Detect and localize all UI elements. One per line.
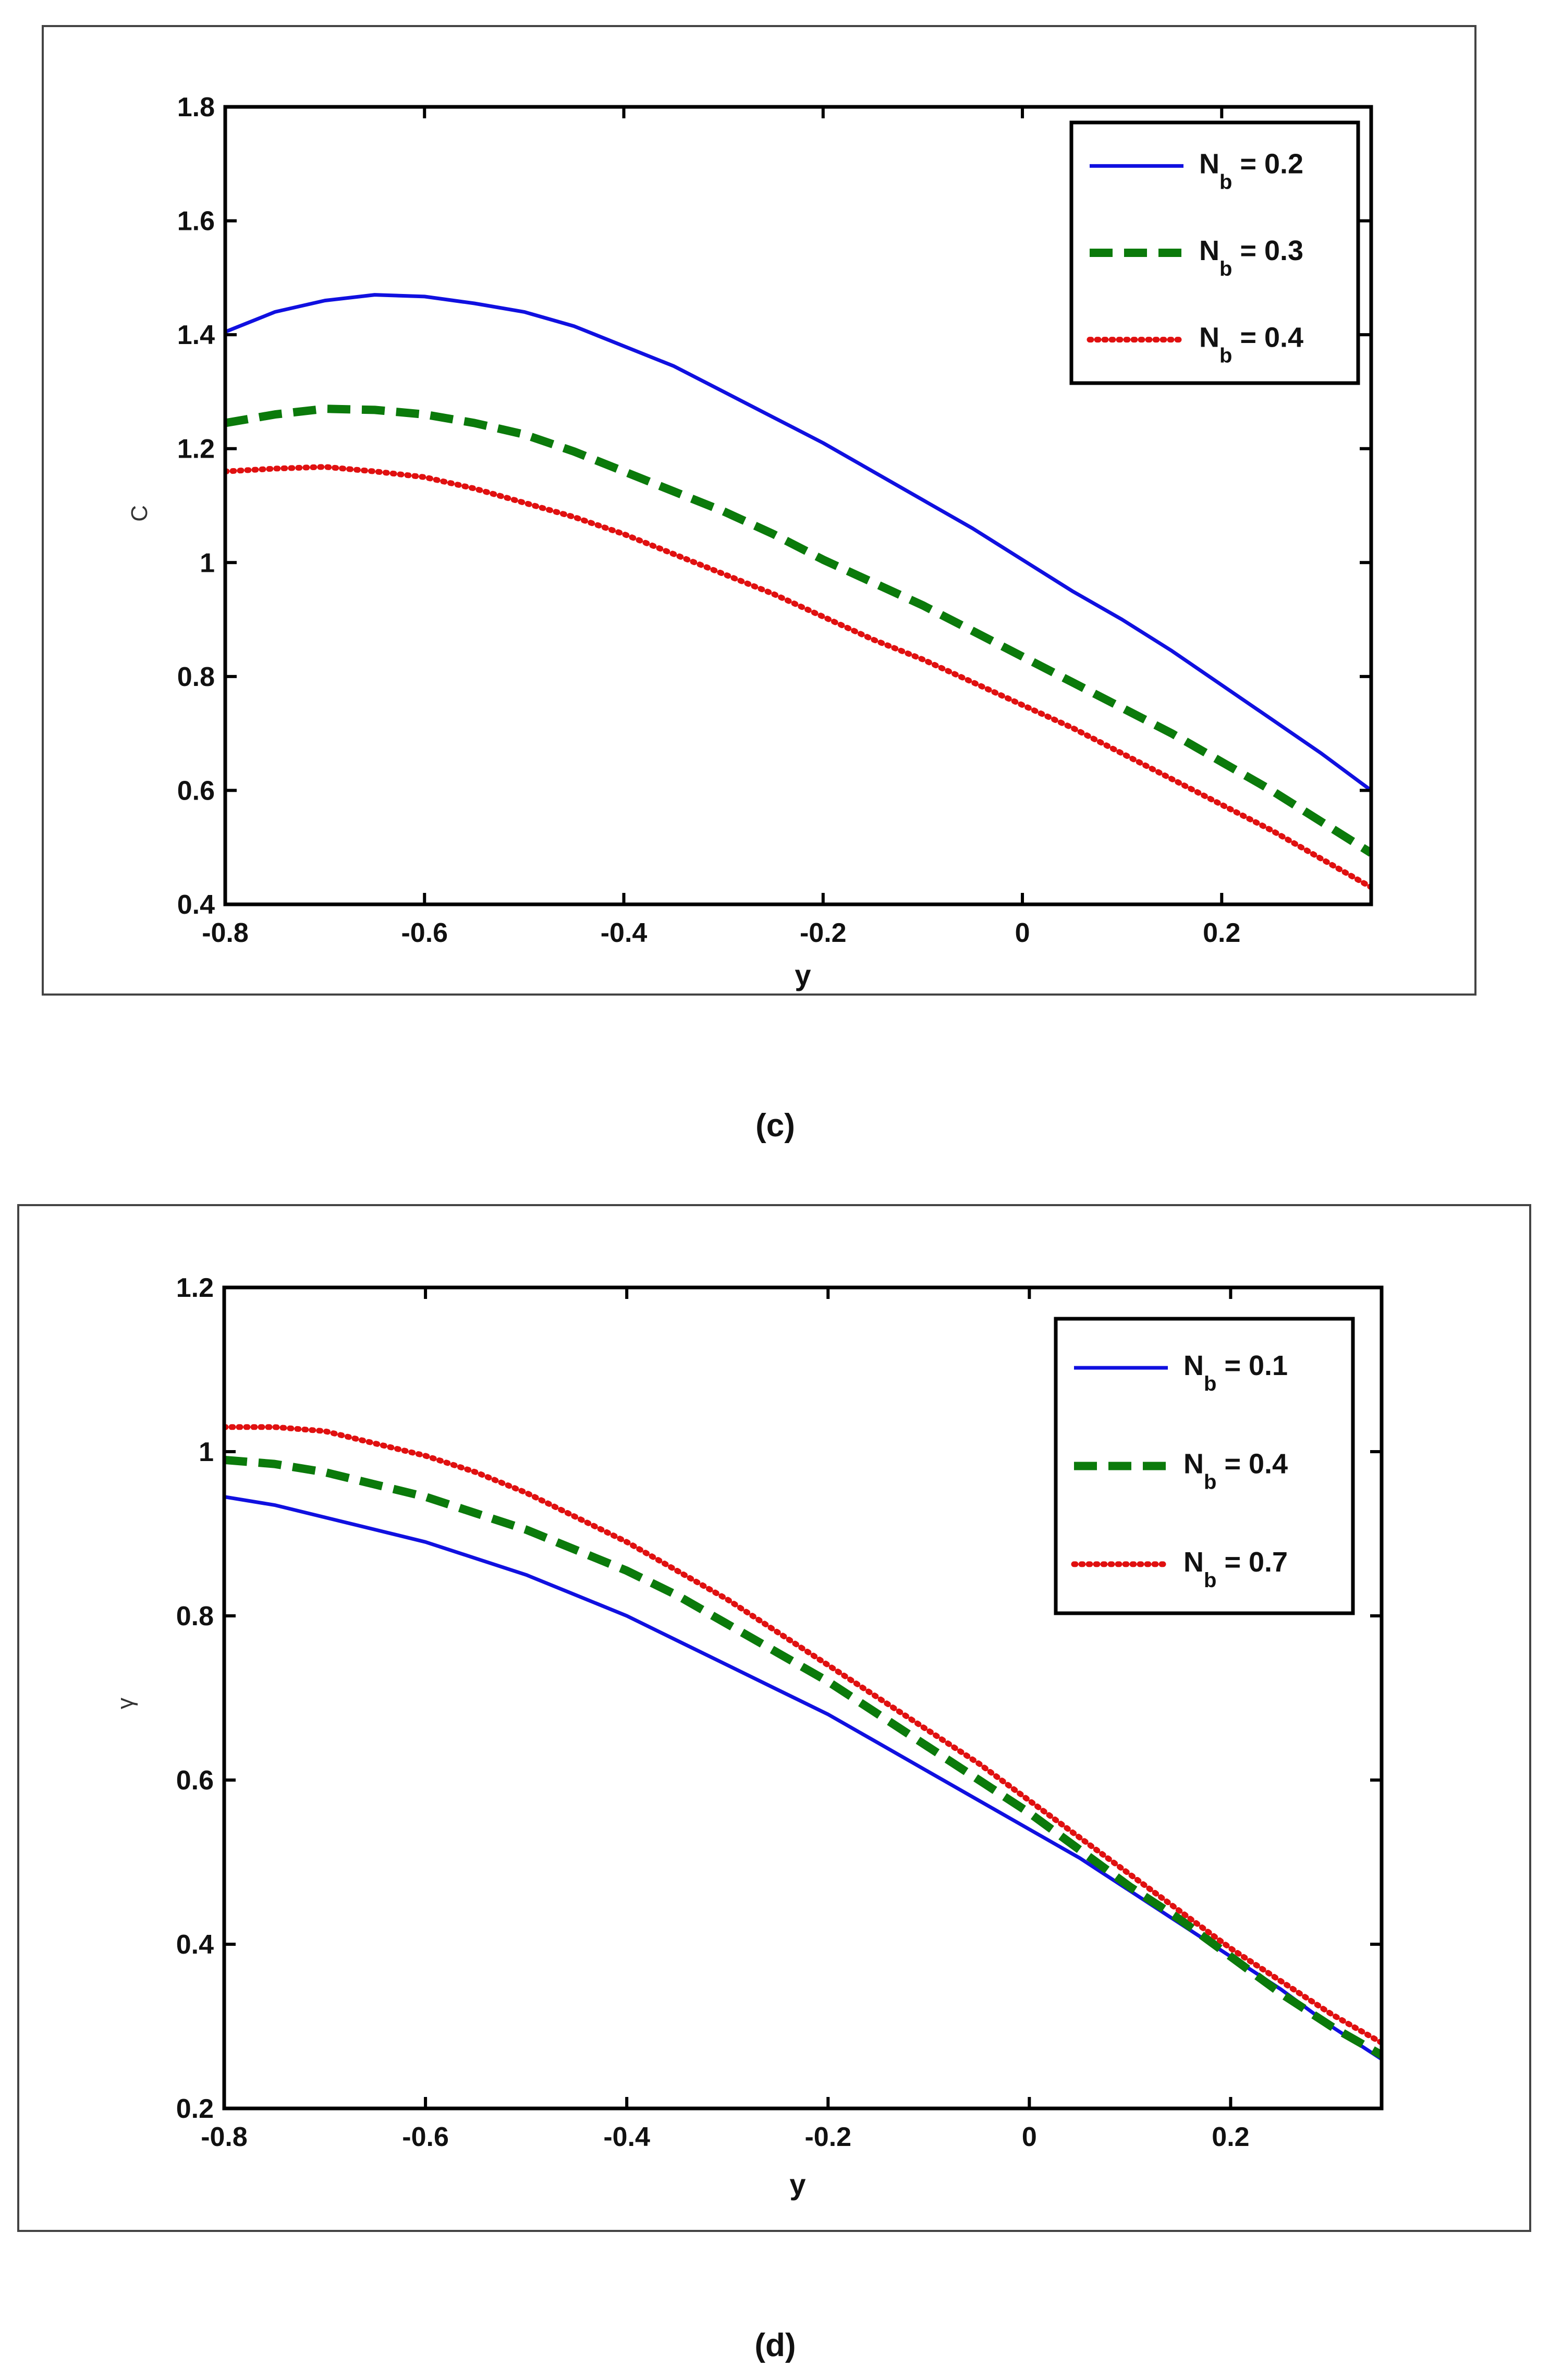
series-line-3 bbox=[225, 464, 1371, 890]
legend-symbol: N bbox=[1183, 1449, 1204, 1480]
legend-entry-3: Nb = 0.4 bbox=[1199, 322, 1303, 367]
y-tick-label: 1.6 bbox=[177, 206, 215, 237]
legend: Nb = 0.1Nb = 0.4Nb = 0.7 bbox=[1054, 1317, 1355, 1615]
series-line-3 bbox=[224, 1424, 1382, 2046]
x-tick-label: 0.2 bbox=[1203, 918, 1240, 948]
legend-value: = 0.2 bbox=[1232, 148, 1303, 179]
x-axis-label: y bbox=[795, 959, 811, 991]
legend-subscript: b bbox=[1219, 170, 1232, 193]
panel-d: -0.8 -0.6 -0.4 -0.2 0 0.2 0.2 0.4 0.6 0.8 1 1.2 y γ Nb… bbox=[17, 1204, 1531, 2363]
x-axis-label: y bbox=[789, 2168, 805, 2201]
y-tick-label: 1.2 bbox=[176, 1273, 214, 1303]
legend-symbol: N bbox=[1199, 235, 1219, 266]
legend-symbol: N bbox=[1199, 148, 1219, 179]
legend: Nb = 0.2Nb = 0.3Nb = 0.4 bbox=[1069, 120, 1360, 385]
y-axis-label: γ bbox=[113, 1698, 138, 1709]
legend-subscript: b bbox=[1204, 1569, 1216, 1592]
legend-entry-1: Nb = 0.1 bbox=[1183, 1350, 1288, 1395]
y-tick-label: 1.2 bbox=[177, 434, 215, 464]
panel-c: -0.8 -0.6 -0.4 -0.2 0 0.2 0.4 0.6 0.8 1 1.2 1.4 1.6 1… bbox=[42, 25, 1476, 1144]
y-tick-label: 0.8 bbox=[176, 1601, 214, 1631]
legend-symbol: N bbox=[1183, 1547, 1204, 1578]
panel-label: (d) bbox=[754, 2327, 796, 2363]
legend-entry-3: Nb = 0.7 bbox=[1183, 1547, 1288, 1592]
series-group bbox=[224, 1424, 1382, 2061]
y-tick-label: 0.8 bbox=[177, 662, 215, 692]
x-tick-label: -0.6 bbox=[401, 918, 448, 948]
legend-value: = 0.4 bbox=[1232, 322, 1303, 353]
x-tick-label: -0.4 bbox=[603, 2122, 650, 2152]
legend-symbol: N bbox=[1183, 1350, 1204, 1381]
y-tick-label: 0.6 bbox=[177, 776, 215, 806]
panel-frame bbox=[17, 1204, 1531, 2232]
legend-value: = 0.7 bbox=[1216, 1547, 1288, 1578]
y-tick-label: 1 bbox=[200, 548, 215, 578]
series-line-1 bbox=[225, 293, 1371, 792]
legend-value: = 0.3 bbox=[1232, 235, 1303, 266]
y-tick-label: 1 bbox=[199, 1437, 214, 1467]
series-line-2 bbox=[225, 404, 1371, 857]
x-tick-label: -0.6 bbox=[402, 2122, 449, 2152]
panel-frame bbox=[42, 25, 1476, 996]
x-tick-label: -0.4 bbox=[601, 918, 648, 948]
x-tick-label: -0.8 bbox=[202, 918, 249, 948]
series-line-2 bbox=[224, 1455, 1382, 2059]
legend-entry-1: Nb = 0.2 bbox=[1199, 148, 1303, 193]
legend-subscript: b bbox=[1204, 1372, 1216, 1395]
y-tick-label: 1.8 bbox=[177, 92, 215, 122]
y-tick-label: 0.4 bbox=[176, 1930, 214, 1960]
y-axis-label: C bbox=[127, 505, 152, 522]
x-tick-label: -0.2 bbox=[800, 918, 847, 948]
y-tick-label: 0.4 bbox=[177, 890, 215, 920]
plot-area-border bbox=[223, 105, 1373, 906]
legend-subscript: b bbox=[1219, 345, 1232, 367]
x-tick-label: -0.2 bbox=[804, 2122, 851, 2152]
series-group bbox=[225, 293, 1371, 890]
legend-subscript: b bbox=[1204, 1471, 1216, 1494]
panel-label: (c) bbox=[755, 1108, 795, 1144]
y-tick-label: 0.2 bbox=[176, 2094, 214, 2124]
x-tick-label: 0 bbox=[1022, 2122, 1037, 2152]
x-tick-label: 0.2 bbox=[1212, 2122, 1249, 2152]
legend-entry-2: Nb = 0.4 bbox=[1183, 1449, 1288, 1494]
legend-symbol: N bbox=[1199, 322, 1219, 353]
y-tick-label: 0.6 bbox=[176, 1765, 214, 1796]
legend-value: = 0.4 bbox=[1216, 1449, 1288, 1480]
x-tick-label: -0.8 bbox=[201, 2122, 248, 2152]
x-tick-label: 0 bbox=[1015, 918, 1030, 948]
y-tick-label: 1.4 bbox=[177, 320, 215, 350]
plot-area-border bbox=[222, 1285, 1384, 2111]
legend-value: = 0.1 bbox=[1216, 1350, 1288, 1381]
legend-entry-2: Nb = 0.3 bbox=[1199, 235, 1303, 280]
legend-subscript: b bbox=[1219, 257, 1232, 280]
